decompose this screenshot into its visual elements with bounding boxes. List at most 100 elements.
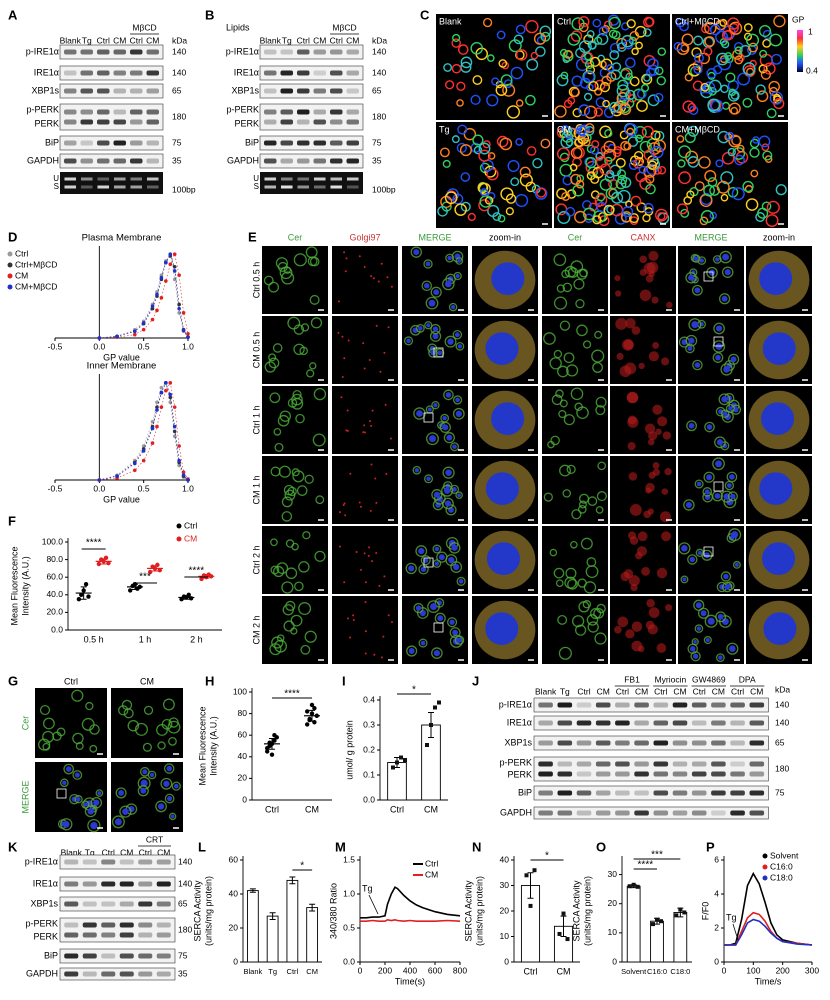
nucleus xyxy=(486,542,520,575)
nucleus xyxy=(729,474,735,480)
nucleus xyxy=(444,500,452,507)
data-point xyxy=(155,308,159,313)
y-tick-label: 0 xyxy=(714,956,719,966)
nucleus xyxy=(426,476,431,482)
size-label: 75 xyxy=(775,787,785,797)
nucleus xyxy=(426,323,431,328)
cell xyxy=(115,787,127,799)
cell xyxy=(570,30,583,42)
blot-band xyxy=(730,761,745,767)
blot-band xyxy=(296,119,310,125)
nucleus xyxy=(432,333,439,340)
nucleus xyxy=(682,577,687,582)
annotation: Tg xyxy=(362,883,373,893)
cell xyxy=(625,57,636,69)
blot-band xyxy=(313,88,327,94)
data-point xyxy=(172,269,177,273)
cell xyxy=(720,571,732,582)
panel-letter: N xyxy=(472,839,481,854)
gel-label: U xyxy=(53,174,59,183)
y-tick-label: 10 xyxy=(608,927,618,937)
blot-frame xyxy=(259,65,364,81)
blot-band xyxy=(711,702,726,708)
cell xyxy=(508,39,522,53)
golgi xyxy=(387,326,390,329)
golgi xyxy=(375,552,378,555)
cell xyxy=(501,61,510,70)
cell xyxy=(678,542,691,555)
blot-band xyxy=(346,88,360,94)
nucleus xyxy=(696,481,702,487)
blot-band xyxy=(146,70,160,76)
x-tick-label: CM xyxy=(557,966,571,976)
micrograph xyxy=(332,246,398,314)
y-axis-label: SERCA Activity xyxy=(463,880,473,942)
cell xyxy=(766,108,777,119)
nucleus xyxy=(491,262,525,295)
ladder-label: 100bp xyxy=(372,184,396,194)
legend-swatch xyxy=(176,536,182,542)
nucleus xyxy=(455,273,460,279)
cell xyxy=(619,365,632,378)
data-point xyxy=(172,252,177,256)
cell xyxy=(648,431,658,441)
data-line xyxy=(360,918,461,923)
size-label: 180 xyxy=(372,111,386,121)
blot-band xyxy=(138,922,153,928)
cell xyxy=(694,624,704,633)
error-bar xyxy=(309,709,315,722)
cell xyxy=(693,35,704,46)
cell xyxy=(720,363,733,376)
cell xyxy=(585,156,597,169)
cell xyxy=(574,624,587,636)
cell xyxy=(773,98,785,110)
nucleus xyxy=(699,258,704,263)
nucleus xyxy=(157,803,165,810)
y-axis-label: (units/mg protein) xyxy=(474,876,484,946)
blot-band xyxy=(672,790,688,796)
cell xyxy=(636,100,648,112)
nucleus xyxy=(731,531,739,539)
golgi xyxy=(369,509,372,512)
blot-band xyxy=(96,140,110,146)
blot-band xyxy=(296,49,310,55)
cell xyxy=(302,531,311,540)
data-point xyxy=(150,306,155,311)
panel-letter: B xyxy=(205,7,214,22)
x-tick-label: Ctrl xyxy=(390,804,404,814)
cell xyxy=(39,704,51,716)
blot-band xyxy=(749,790,765,796)
cell xyxy=(577,504,587,514)
blot-band xyxy=(64,932,79,938)
cell xyxy=(721,30,733,41)
micrograph xyxy=(332,386,398,454)
unit-label: kDa xyxy=(172,35,187,45)
data-point xyxy=(532,868,537,873)
cell xyxy=(425,296,439,310)
cell xyxy=(543,492,553,502)
x-tick-label: 1.0 xyxy=(182,341,194,351)
cell xyxy=(507,159,520,172)
cell xyxy=(575,125,587,136)
lane-label: Ctrl xyxy=(139,847,152,857)
data-point xyxy=(635,884,640,889)
cell xyxy=(439,421,451,434)
error-bar xyxy=(269,912,276,920)
cell xyxy=(720,409,730,418)
panel-letter: D xyxy=(8,229,17,244)
nucleus xyxy=(408,565,415,572)
cell xyxy=(775,184,787,196)
data-point xyxy=(106,560,111,566)
y-tick-label: 60 xyxy=(238,729,248,739)
data-point xyxy=(177,458,181,463)
nucleus xyxy=(722,411,728,416)
cell xyxy=(592,215,602,225)
cell xyxy=(143,705,154,715)
bar xyxy=(306,907,319,963)
cell xyxy=(700,210,714,224)
legend-label: Ctrl xyxy=(15,248,28,258)
error-bar xyxy=(560,915,567,937)
row-label: PERK xyxy=(34,118,59,128)
blot-band xyxy=(329,140,343,146)
cell xyxy=(692,80,704,91)
